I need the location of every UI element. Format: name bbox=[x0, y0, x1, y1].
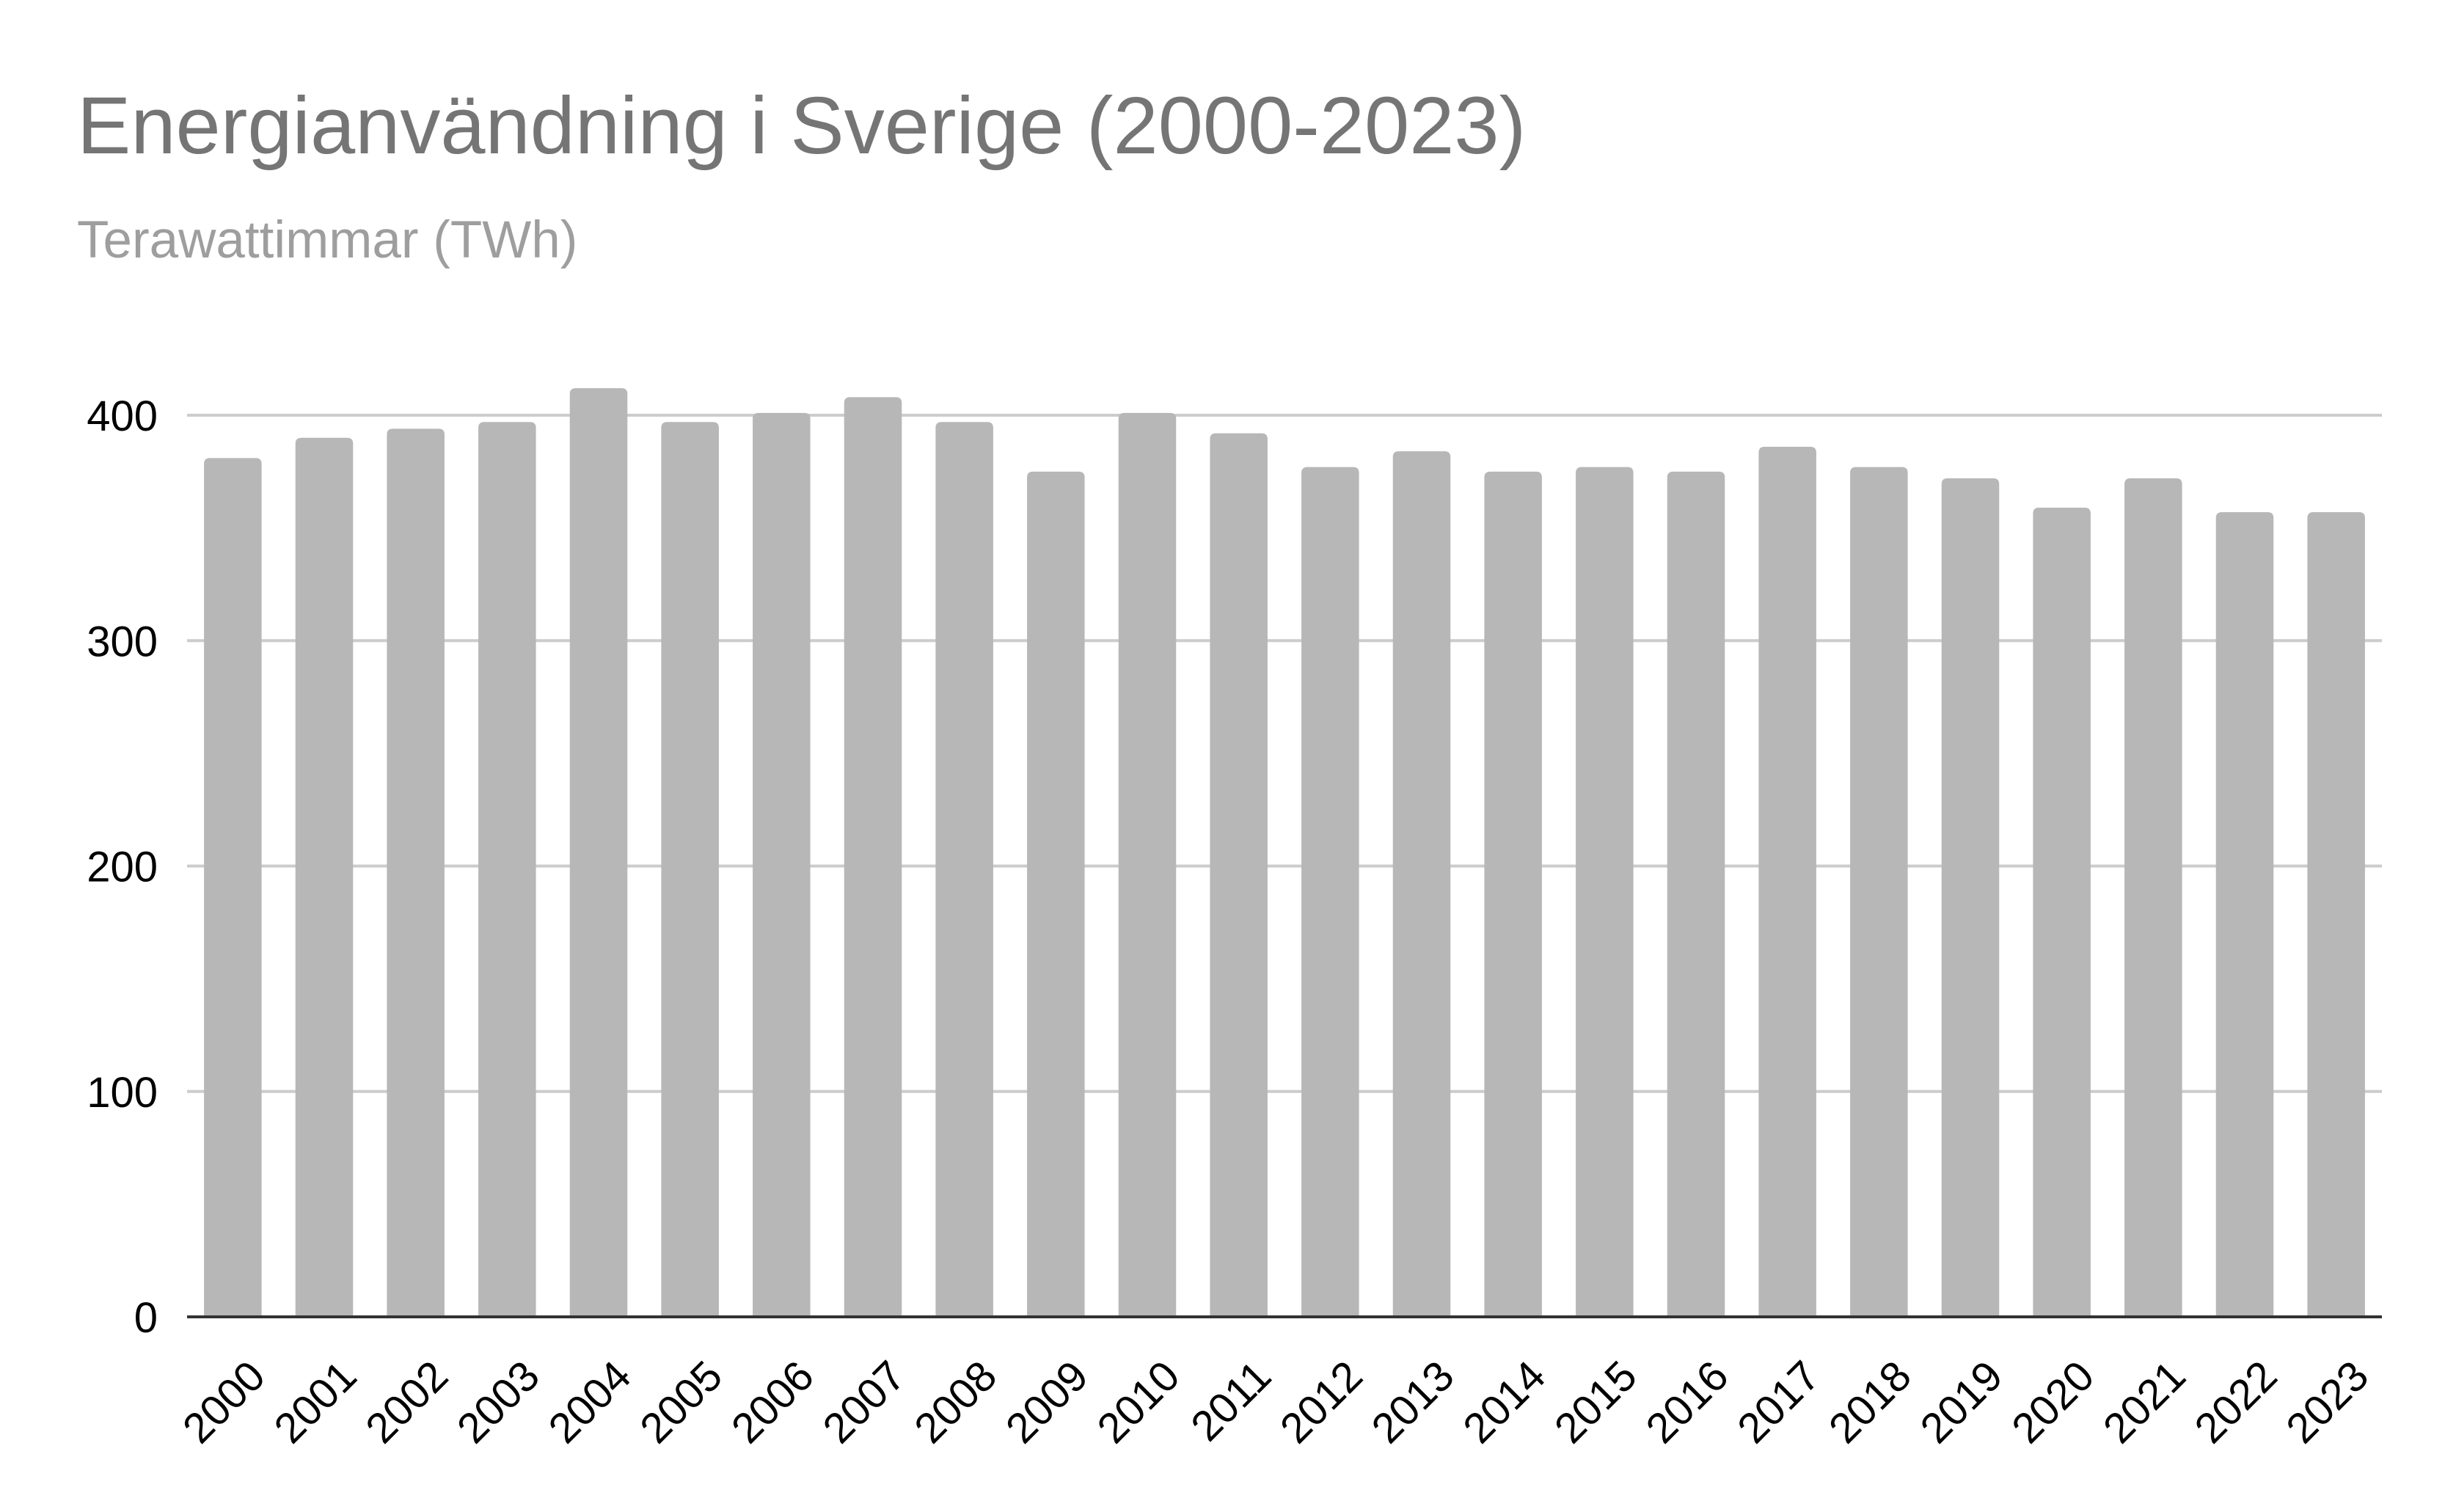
bar-2007 bbox=[844, 397, 902, 1318]
x-tick-label: 2001 bbox=[265, 1352, 365, 1453]
bar-2018 bbox=[1850, 467, 1908, 1317]
x-tick-label: 2022 bbox=[2185, 1352, 2286, 1453]
bar-2009 bbox=[1027, 471, 1085, 1317]
x-tick-label: 2017 bbox=[1728, 1352, 1829, 1453]
bar-2001 bbox=[295, 437, 354, 1317]
bar-2022 bbox=[2215, 512, 2274, 1318]
x-tick-label: 2018 bbox=[1820, 1352, 1920, 1453]
bar-2012 bbox=[1301, 467, 1359, 1317]
y-axis-labels: 0 100 200 300 400 bbox=[87, 392, 158, 1342]
chart-title: Energianvändning i Sverige (2000-2023) bbox=[77, 81, 1527, 171]
bar-2023 bbox=[2307, 512, 2365, 1318]
bar-2010 bbox=[1118, 412, 1177, 1317]
bar-2016 bbox=[1667, 471, 1725, 1317]
x-tick-label: 2006 bbox=[723, 1352, 823, 1453]
x-tick-label: 2007 bbox=[814, 1352, 914, 1453]
gridlines bbox=[187, 414, 2382, 1093]
x-tick-label: 2000 bbox=[174, 1352, 274, 1453]
y-tick-label: 400 bbox=[87, 392, 158, 440]
y-tick-label: 300 bbox=[87, 618, 158, 665]
x-axis-labels: 2000200120022003200420052006200720082009… bbox=[174, 1352, 2378, 1453]
y-tick-label: 0 bbox=[134, 1294, 158, 1342]
x-tick-label: 2010 bbox=[1088, 1352, 1188, 1453]
chart-subtitle: Terawattimmar (TWh) bbox=[77, 211, 578, 269]
x-tick-label: 2020 bbox=[2003, 1352, 2103, 1453]
x-tick-label: 2023 bbox=[2277, 1352, 2378, 1453]
x-tick-label: 2012 bbox=[1271, 1352, 1372, 1453]
x-tick-label: 2004 bbox=[539, 1352, 640, 1453]
bar-2015 bbox=[1576, 467, 1634, 1317]
x-tick-label: 2003 bbox=[448, 1352, 549, 1453]
y-tick-label: 100 bbox=[87, 1069, 158, 1117]
bar-2005 bbox=[661, 422, 719, 1317]
x-tick-label: 2015 bbox=[1546, 1352, 1646, 1453]
bar-2013 bbox=[1392, 451, 1451, 1318]
bar-2004 bbox=[569, 388, 628, 1317]
x-tick-label: 2009 bbox=[997, 1352, 1097, 1453]
y-tick-label: 200 bbox=[87, 844, 158, 891]
x-tick-label: 2008 bbox=[905, 1352, 1006, 1453]
bar-2003 bbox=[478, 422, 536, 1317]
bar-2002 bbox=[387, 428, 445, 1317]
bar-2017 bbox=[1758, 447, 1816, 1317]
bar-2008 bbox=[935, 422, 993, 1317]
bar-2019 bbox=[1941, 478, 2000, 1317]
bar-2011 bbox=[1210, 433, 1268, 1317]
x-tick-label: 2002 bbox=[357, 1352, 457, 1453]
x-tick-label: 2021 bbox=[2094, 1352, 2195, 1453]
bar-2021 bbox=[2124, 478, 2182, 1317]
bar-2006 bbox=[753, 412, 811, 1317]
x-tick-label: 2019 bbox=[1911, 1352, 2011, 1453]
bar-2000 bbox=[204, 458, 262, 1318]
bar-2020 bbox=[2033, 507, 2091, 1318]
bar-2014 bbox=[1484, 471, 1542, 1317]
x-tick-label: 2016 bbox=[1637, 1352, 1737, 1453]
x-tick-label: 2014 bbox=[1454, 1352, 1554, 1453]
x-tick-label: 2005 bbox=[631, 1352, 731, 1453]
x-tick-label: 2013 bbox=[1362, 1352, 1463, 1453]
bars bbox=[204, 388, 2365, 1318]
x-tick-label: 2011 bbox=[1182, 1352, 1280, 1450]
